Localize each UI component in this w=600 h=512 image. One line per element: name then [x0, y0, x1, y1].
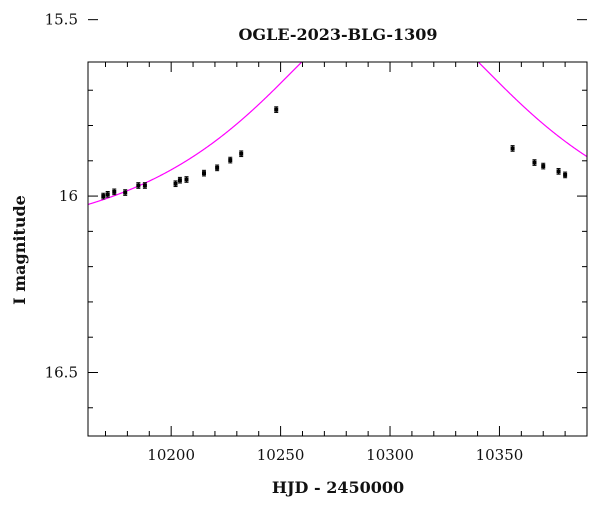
- y-axis-label: I magnitude: [10, 195, 29, 305]
- chart-title: OGLE-2023-BLG-1309: [238, 25, 437, 44]
- x-tick-label: 10300: [366, 446, 414, 464]
- x-tick-label: 10350: [476, 446, 524, 464]
- x-tick-label: 10250: [257, 446, 305, 464]
- data-point: [184, 177, 189, 182]
- data-points-layer: [101, 106, 568, 200]
- data-point: [541, 164, 546, 169]
- data-point: [563, 172, 568, 177]
- data-point: [142, 183, 147, 188]
- data-point: [510, 146, 515, 151]
- y-tick-label: 16.5: [45, 363, 78, 381]
- y-tick-label: 15.5: [45, 11, 78, 29]
- data-point: [123, 190, 128, 195]
- data-point: [274, 107, 279, 112]
- x-axis-label: HJD - 2450000: [272, 478, 404, 497]
- axis-ticks: 10200 10250 10300 10350 15.5 16 16.5: [45, 11, 588, 464]
- model-curve: [88, 62, 587, 206]
- y-tick-label: 16: [59, 187, 78, 205]
- data-point: [112, 189, 117, 194]
- data-point: [101, 194, 106, 199]
- data-point: [136, 183, 141, 188]
- data-point: [239, 151, 244, 156]
- data-point: [556, 169, 561, 174]
- x-tick-label: 10200: [147, 446, 195, 464]
- data-point: [173, 181, 178, 186]
- model-curve-layer: [88, 62, 587, 206]
- data-point: [201, 171, 206, 176]
- data-point: [228, 158, 233, 163]
- data-point: [532, 160, 537, 165]
- data-point: [105, 192, 110, 197]
- plot-frame: [87, 61, 588, 437]
- data-point: [177, 178, 182, 183]
- data-point: [215, 165, 220, 170]
